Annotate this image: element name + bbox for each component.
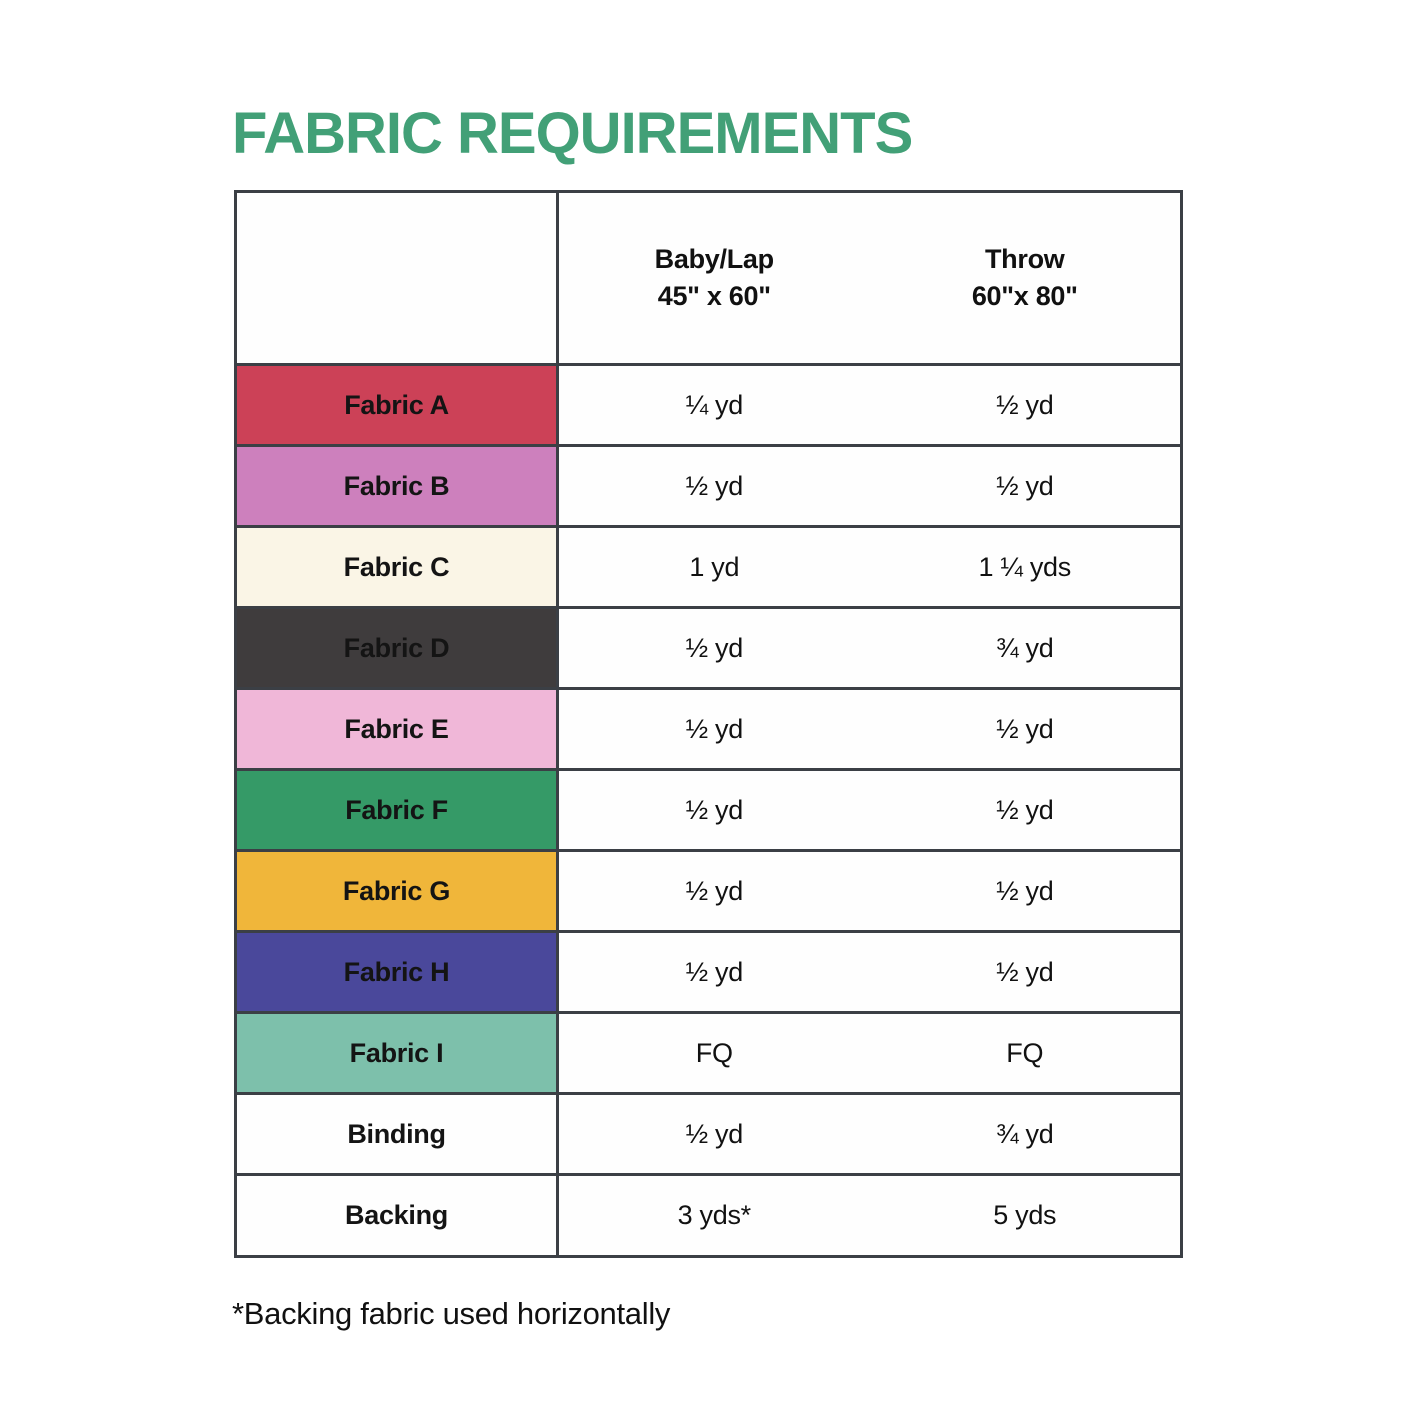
baby-lap-value: ½ yd (685, 794, 744, 825)
fabric-requirements-table: Baby/Lap 45" x 60" Throw 60"x 80" Fabric… (234, 190, 1183, 1258)
row-label: Fabric A (344, 389, 449, 420)
fabric-swatch-cell: Backing (237, 1176, 559, 1255)
throw-value: ¾ yd (996, 1118, 1054, 1149)
column-size-label: 60"x 80" (971, 281, 1078, 311)
column-header-baby-lap: Baby/Lap 45" x 60" (559, 193, 870, 363)
baby-lap-value: FQ (695, 1037, 733, 1068)
baby-lap-value: ½ yd (685, 875, 744, 906)
fabric-swatch-cell: Fabric G (237, 852, 559, 930)
throw-value: ½ yd (996, 713, 1054, 744)
throw-value: ½ yd (996, 389, 1054, 420)
throw-value: FQ (1006, 1037, 1044, 1068)
fabric-swatch-cell: Fabric I (237, 1014, 559, 1092)
baby-lap-value: ½ yd (685, 956, 744, 987)
fabric-swatch-cell: Binding (237, 1095, 559, 1173)
baby-lap-value: ¼ yd (685, 389, 744, 420)
table-row: Fabric C 1 yd 1 ¼ yds (237, 525, 1180, 606)
fabric-swatch-cell: Fabric F (237, 771, 559, 849)
throw-value: ½ yd (996, 470, 1054, 501)
throw-value: 1 ¼ yds (978, 551, 1072, 582)
baby-lap-value: ½ yd (685, 1118, 744, 1149)
fabric-swatch-cell: Fabric D (237, 609, 559, 687)
fabric-swatch-cell: Fabric E (237, 690, 559, 768)
column-header-throw: Throw 60"x 80" (870, 193, 1181, 363)
table-row: Backing 3 yds* 5 yds (237, 1173, 1180, 1255)
row-label: Fabric F (345, 794, 448, 825)
row-label: Fabric I (349, 1037, 444, 1068)
baby-lap-value: 1 yd (689, 551, 740, 582)
fabric-swatch-cell: Fabric B (237, 447, 559, 525)
table-row: Fabric I FQ FQ (237, 1011, 1180, 1092)
baby-lap-value: ½ yd (685, 713, 744, 744)
header-empty-cell (237, 193, 559, 363)
throw-value: 5 yds (993, 1200, 1057, 1230)
table-row: Fabric A ¼ yd ½ yd (237, 363, 1180, 444)
table-row: Fabric B ½ yd ½ yd (237, 444, 1180, 525)
footnote: *Backing fabric used horizontally (232, 1296, 671, 1331)
row-label: Fabric E (344, 713, 449, 744)
page-title: FABRIC REQUIREMENTS (232, 100, 913, 166)
column-size-label: 45" x 60" (657, 281, 771, 311)
row-label: Fabric C (343, 551, 450, 582)
throw-value: ½ yd (996, 956, 1054, 987)
column-label: Throw (984, 244, 1065, 274)
baby-lap-value: ½ yd (685, 632, 744, 663)
fabric-swatch-cell: Fabric C (237, 528, 559, 606)
throw-value: ¾ yd (996, 632, 1054, 663)
row-label: Binding (347, 1118, 446, 1149)
table-row: Fabric H ½ yd ½ yd (237, 930, 1180, 1011)
table-row: Fabric E ½ yd ½ yd (237, 687, 1180, 768)
table-row: Fabric D ½ yd ¾ yd (237, 606, 1180, 687)
column-label: Baby/Lap (654, 244, 774, 274)
fabric-swatch-cell: Fabric A (237, 366, 559, 444)
baby-lap-value: 3 yds* (677, 1200, 752, 1230)
fabric-swatch-cell: Fabric H (237, 933, 559, 1011)
table-row: Fabric F ½ yd ½ yd (237, 768, 1180, 849)
row-label: Backing (345, 1200, 448, 1230)
throw-value: ½ yd (996, 875, 1054, 906)
table-row: Fabric G ½ yd ½ yd (237, 849, 1180, 930)
row-label: Fabric D (343, 632, 450, 663)
baby-lap-value: ½ yd (685, 470, 744, 501)
row-label: Fabric B (343, 470, 450, 501)
row-label: Fabric G (342, 875, 451, 906)
throw-value: ½ yd (996, 794, 1054, 825)
table-header-row: Baby/Lap 45" x 60" Throw 60"x 80" (237, 193, 1180, 363)
table-row: Binding ½ yd ¾ yd (237, 1092, 1180, 1173)
row-label: Fabric H (343, 956, 450, 987)
